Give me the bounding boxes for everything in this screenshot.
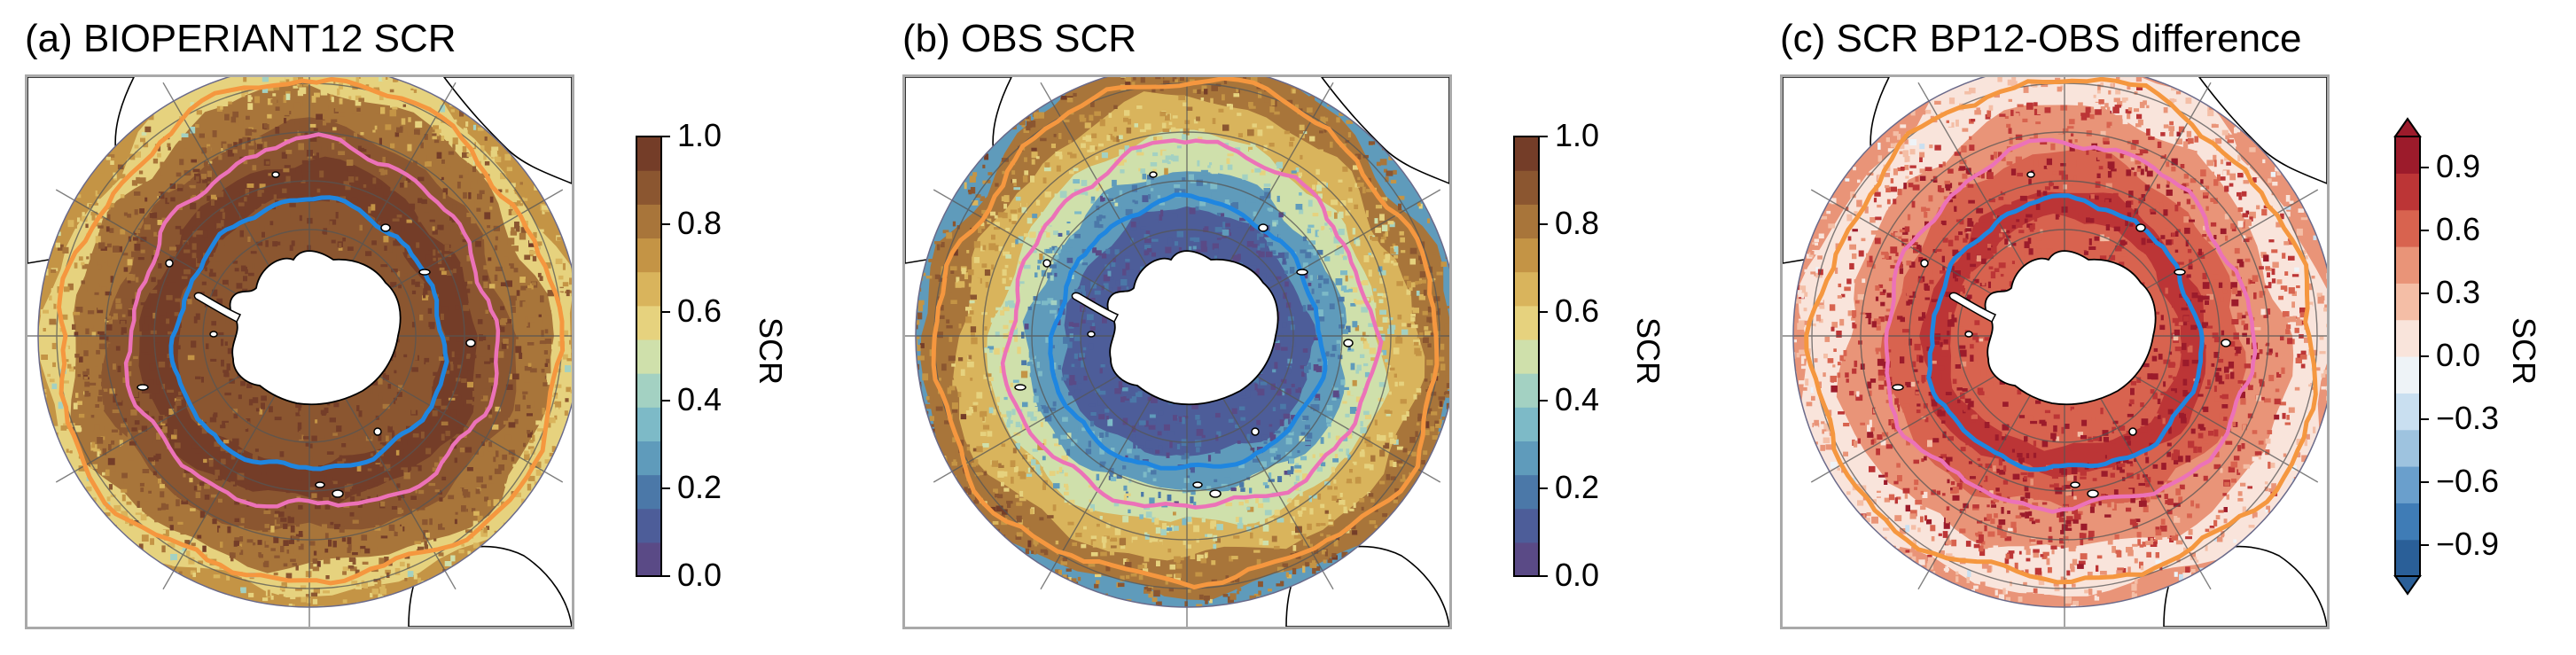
colorbar-tick bbox=[661, 399, 670, 402]
colorbar-label: SCR bbox=[753, 317, 789, 386]
colorbar-tick bbox=[1539, 487, 1548, 489]
colorbar-tick-label: −0.9 bbox=[2436, 525, 2500, 562]
colorbar-tick-label: 1.0 bbox=[1555, 117, 1600, 153]
colorbar-tick-label: −0.3 bbox=[2436, 399, 2500, 436]
colorbar-label: SCR bbox=[1630, 317, 1667, 386]
panel-title: (c) SCR BP12-OBS difference bbox=[1780, 17, 2302, 60]
colorbar-tick bbox=[2420, 417, 2429, 420]
panel-title: (b) OBS SCR bbox=[902, 17, 1137, 60]
colorbar-tick-label: 0.6 bbox=[1555, 292, 1600, 330]
colorbar-tick-label: 0.4 bbox=[677, 380, 722, 417]
colorbar-tick bbox=[1539, 399, 1548, 402]
colorbar-tick bbox=[661, 223, 670, 226]
map-plot bbox=[27, 77, 572, 627]
colorbar-tick-label: 0.0 bbox=[1555, 557, 1600, 593]
map-plot bbox=[1783, 77, 2327, 627]
colorbar-tick bbox=[661, 136, 670, 137]
polar-map bbox=[902, 74, 1452, 629]
colorbar-tick bbox=[661, 311, 670, 314]
colorbar-tick-label: 0.6 bbox=[677, 292, 722, 330]
colorbar-tick bbox=[2420, 292, 2429, 295]
colorbar-tick-label: 0.8 bbox=[677, 205, 722, 242]
colorbar-tick bbox=[2420, 355, 2429, 357]
colorbar-tick bbox=[1539, 136, 1548, 137]
panel-title: (a) BIOPERIANT12 SCR bbox=[25, 17, 457, 60]
polar-map bbox=[25, 74, 574, 629]
colorbar bbox=[2393, 117, 2422, 596]
colorbar-tick bbox=[2420, 480, 2429, 483]
panel-b: (b) OBS SCR 0.0 0.2 0.4 0.6 0.8 1.0 SCR bbox=[878, 0, 1729, 655]
colorbar-tick bbox=[1539, 223, 1548, 226]
colorbar-tick-label: 0.2 bbox=[1555, 468, 1600, 505]
panel-c: (c) SCR BP12-OBS difference −0.9 −0.6 −0.3… bbox=[1755, 0, 2576, 655]
colorbar-tick-label: 0.8 bbox=[1555, 205, 1600, 242]
colorbar-tick-label: 0.0 bbox=[677, 557, 722, 593]
colorbar-tick bbox=[661, 487, 670, 489]
colorbar-tick-label: 0.0 bbox=[2436, 337, 2481, 373]
panel-a: (a) BIOPERIANT12 SCR 0.0 0.2 0.4 0.6 0.8 1.0 … bbox=[0, 0, 851, 655]
colorbar-tick bbox=[2420, 167, 2429, 169]
colorbar-gradient bbox=[1513, 136, 1540, 577]
colorbar-label: SCR bbox=[2506, 317, 2542, 386]
colorbar-tick bbox=[2420, 543, 2429, 546]
colorbar-tick-label: 0.9 bbox=[2436, 148, 2481, 185]
colorbar-tick bbox=[661, 575, 670, 577]
polar-map bbox=[1780, 74, 2330, 629]
colorbar bbox=[636, 136, 662, 577]
colorbar-tick-label: 1.0 bbox=[677, 117, 722, 153]
colorbar-tick-label: −0.6 bbox=[2436, 462, 2500, 499]
colorbar-tick bbox=[1539, 311, 1548, 314]
colorbar-tick-label: 0.4 bbox=[1555, 380, 1600, 417]
colorbar-tick-label: 0.6 bbox=[2436, 211, 2481, 248]
colorbar-tick-label: 0.3 bbox=[2436, 274, 2481, 311]
map-plot bbox=[905, 77, 1449, 627]
colorbar bbox=[1513, 136, 1540, 577]
colorbar-gradient bbox=[2393, 117, 2422, 596]
colorbar-tick bbox=[2420, 230, 2429, 232]
colorbar-gradient bbox=[636, 136, 662, 577]
colorbar-tick-label: 0.2 bbox=[677, 468, 722, 505]
colorbar-tick bbox=[1539, 575, 1548, 577]
